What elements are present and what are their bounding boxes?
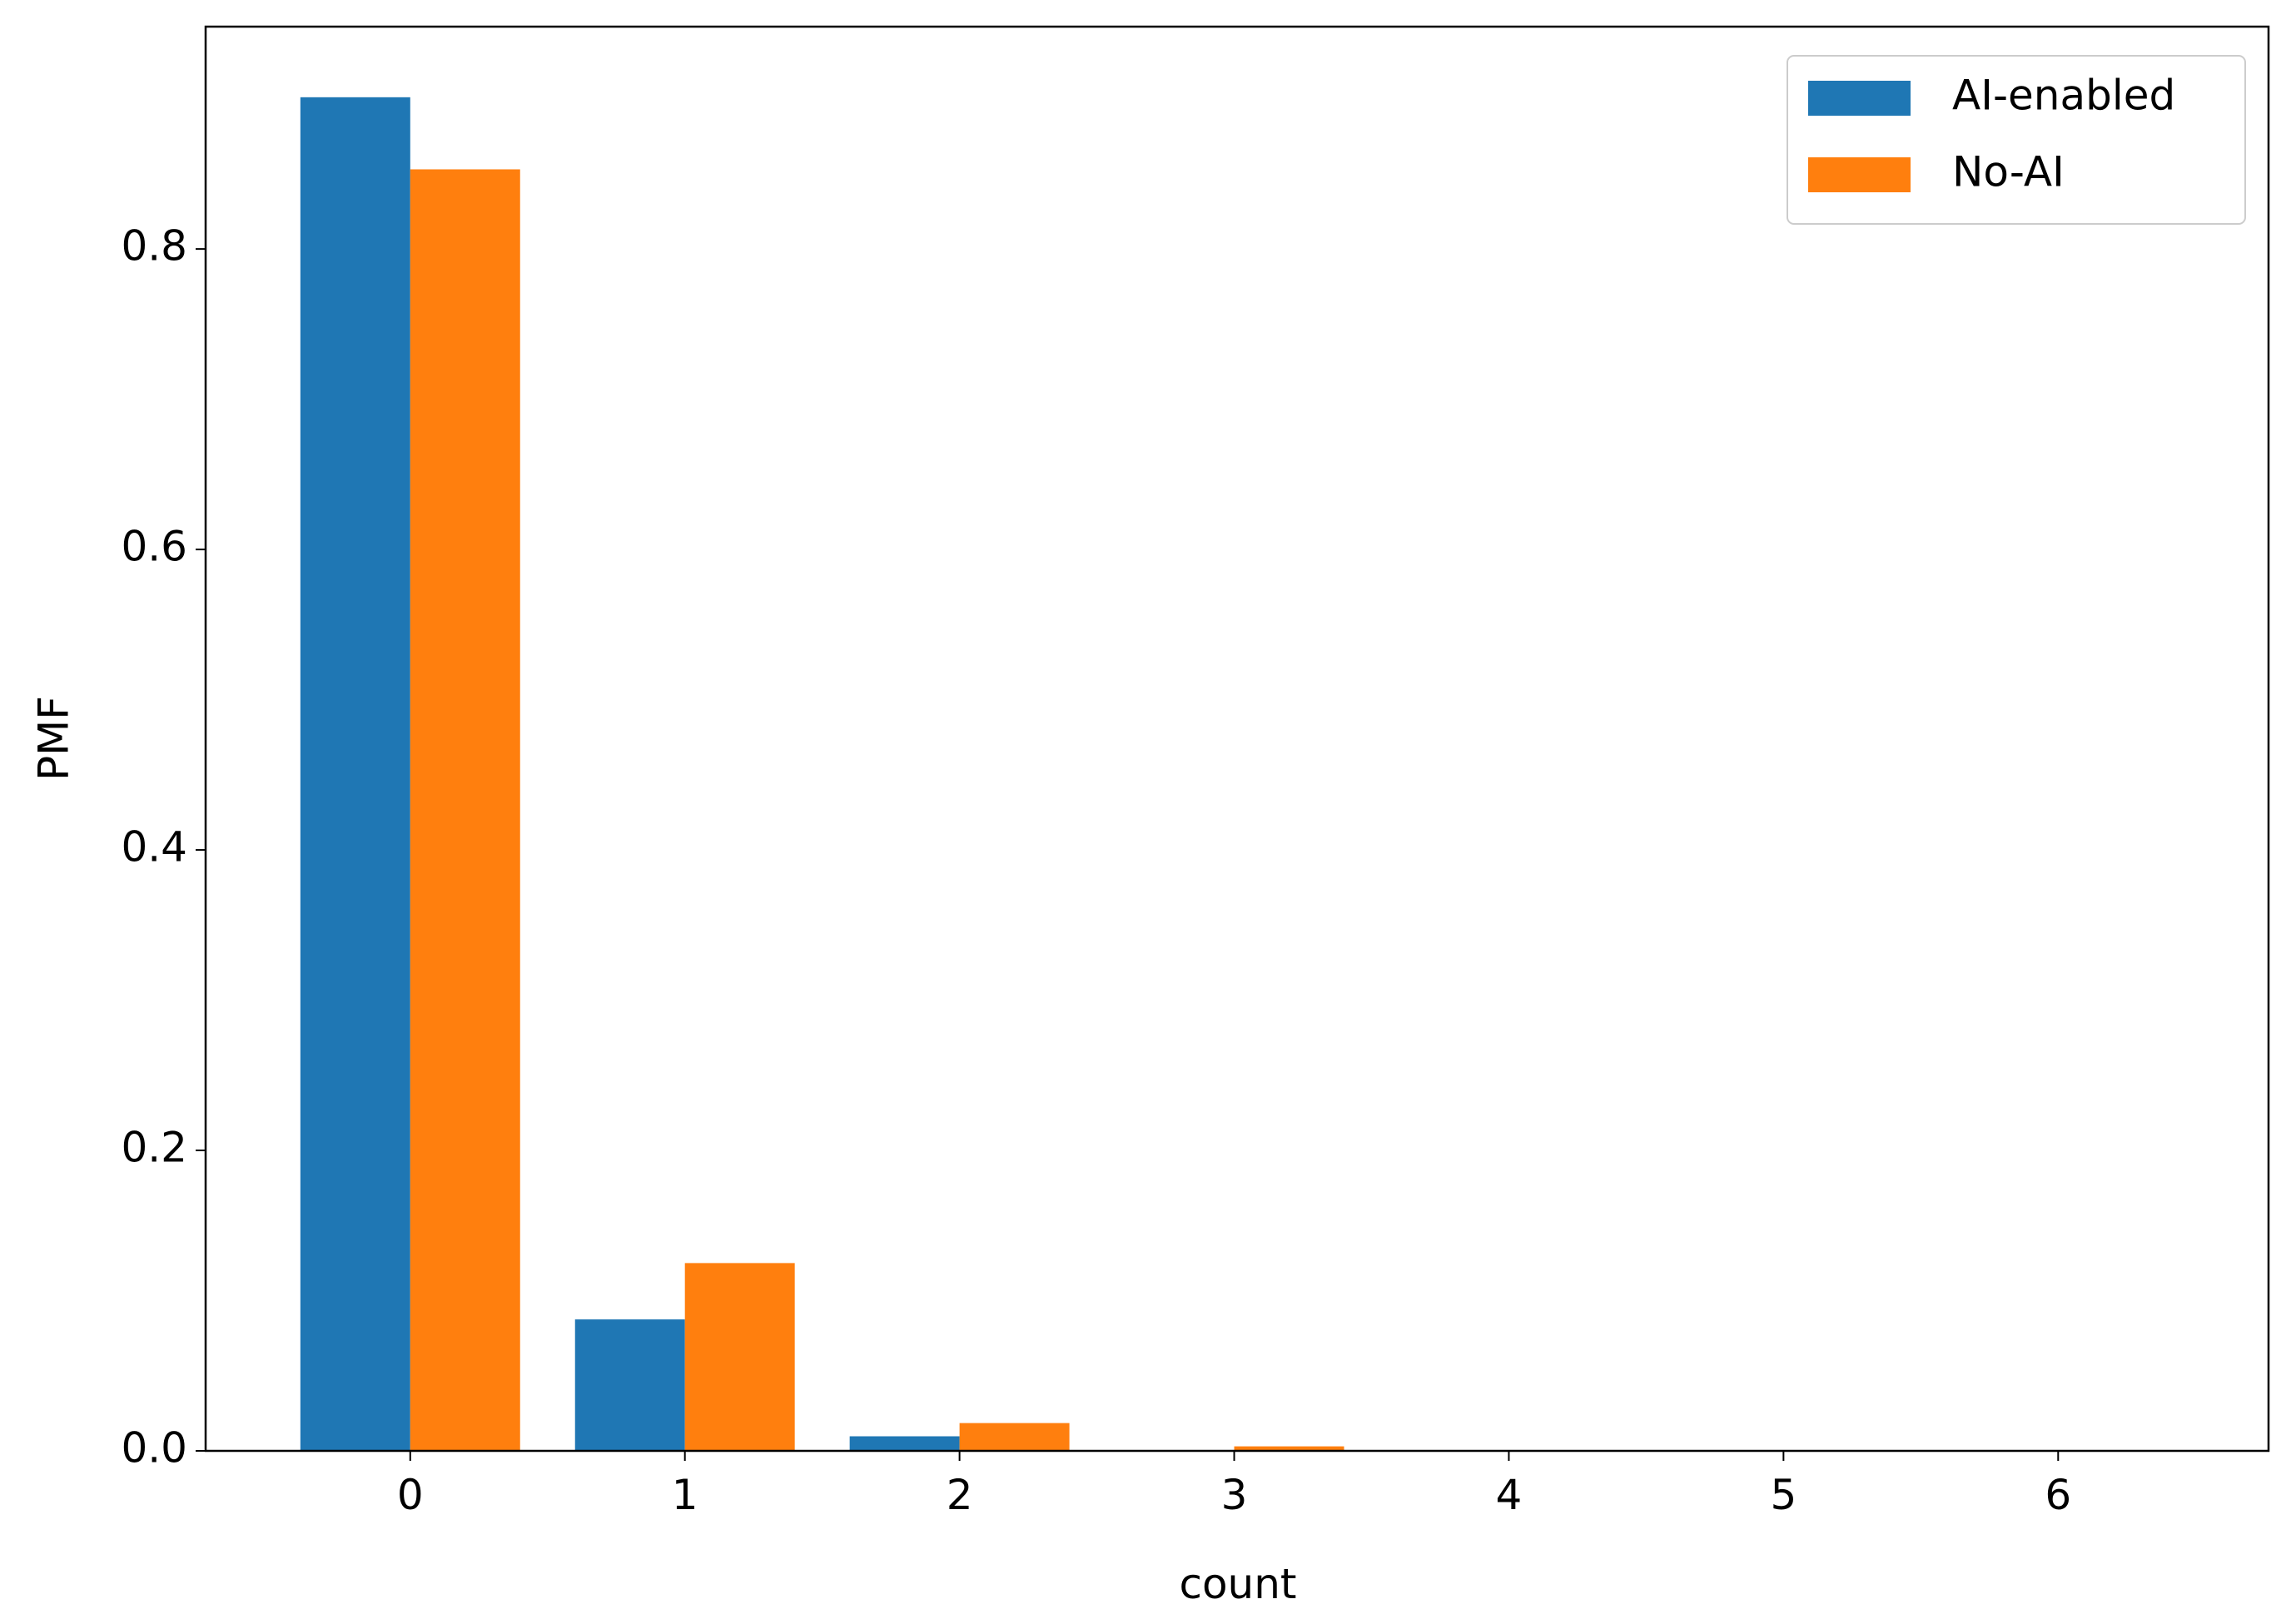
bar bbox=[410, 169, 520, 1452]
y-axis-label: PMF bbox=[30, 696, 78, 781]
y-tick-label: 0.2 bbox=[121, 1124, 187, 1172]
y-tick-label: 0.6 bbox=[121, 523, 187, 571]
bar bbox=[684, 1263, 795, 1451]
plot-frame bbox=[204, 25, 2270, 1453]
legend-swatch bbox=[1808, 81, 1911, 116]
bar bbox=[1234, 1446, 1344, 1451]
x-axis-label: count bbox=[1179, 1560, 1296, 1608]
x-tick-label: 2 bbox=[947, 1471, 973, 1519]
legend-swatch bbox=[1808, 157, 1911, 192]
y-tick-label: 0.4 bbox=[121, 823, 187, 872]
x-tick-label: 6 bbox=[2045, 1471, 2071, 1519]
y-tick-label: 0.0 bbox=[121, 1424, 187, 1473]
legend-label: AI-enabled bbox=[1952, 72, 2175, 120]
x-tick-label: 3 bbox=[1221, 1471, 1248, 1519]
y-tick-label: 0.8 bbox=[121, 222, 187, 271]
x-tick-label: 1 bbox=[672, 1471, 698, 1519]
legend-label: No-AI bbox=[1952, 148, 2065, 196]
bar bbox=[849, 1436, 960, 1451]
x-tick-label: 5 bbox=[1770, 1471, 1797, 1519]
bar bbox=[574, 1319, 685, 1451]
bar bbox=[300, 97, 410, 1452]
x-tick-label: 0 bbox=[397, 1471, 424, 1519]
bar bbox=[959, 1423, 1070, 1451]
x-tick-label: 4 bbox=[1496, 1471, 1523, 1519]
